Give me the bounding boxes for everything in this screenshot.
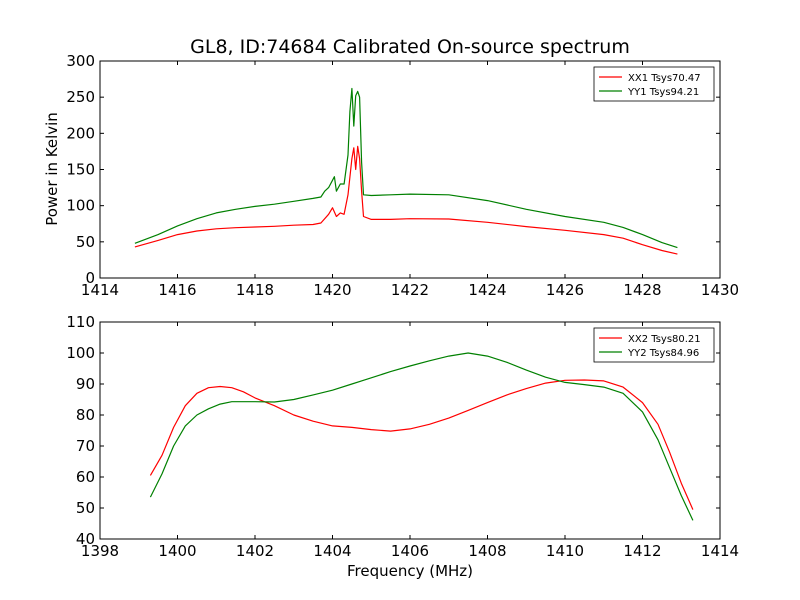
y-tick-label: 110: [66, 313, 95, 331]
x-tick-label: 1418: [236, 281, 274, 299]
x-tick-label: 1420: [313, 281, 351, 299]
series-line-1-2: [134, 87, 678, 249]
y-axis-label: Power in Kelvin: [43, 112, 61, 226]
x-tick-label: 1398: [81, 542, 119, 560]
x-tick-label: 1428: [623, 281, 661, 299]
figure-title: GL8, ID:74684 Calibrated On-source spect…: [190, 36, 630, 58]
legend-box-2: [593, 327, 715, 363]
x-tick-label: 1430: [701, 281, 739, 299]
series-line-1-1: [134, 145, 678, 255]
top-spectrum-plot: 1414 1416 1418 1420 1422 1424 1426 1428 1430 0 50 1…: [66, 52, 739, 299]
y-tick-label: 300: [66, 52, 95, 70]
x-tick-label: 1426: [546, 281, 584, 299]
y-tick-label: 150: [66, 161, 95, 179]
y-tick-label: 100: [66, 344, 95, 362]
legend-label-2-1: XX2 Tsys80.21: [628, 334, 701, 345]
x-tick-label: 1414: [701, 542, 739, 560]
bottom-spectrum-plot: 1398 1400 1402 1404 1406 1408 1410 1412 1414 40 50…: [66, 313, 739, 560]
y-tick-label: 80: [76, 406, 95, 424]
x-tick-label: 1402: [236, 542, 274, 560]
x-tick-label: 1408: [468, 542, 506, 560]
x-tick-label: 1416: [158, 281, 196, 299]
x-tick-label: 1400: [158, 542, 196, 560]
legend-label-2-2: YY2 Tsys84.96: [627, 348, 699, 359]
y-tick-label: 60: [76, 468, 95, 486]
y-tick-label: 250: [66, 88, 95, 106]
x-tick-label: 1424: [468, 281, 506, 299]
x-tick-label: 1406: [391, 542, 429, 560]
y-tick-label: 70: [76, 437, 95, 455]
y-tick-label: 200: [66, 124, 95, 142]
y-tick-label: 50: [76, 233, 95, 251]
y-tick-label: 90: [76, 375, 95, 393]
legend-label-1-2: YY1 Tsys94.21: [627, 87, 699, 98]
x-tick-label: 1414: [81, 281, 119, 299]
x-tick-label: 1412: [623, 542, 661, 560]
legend-box-1: [593, 66, 715, 102]
x-tick-label: 1410: [546, 542, 584, 560]
y-tick-label: 100: [66, 197, 95, 215]
series-line-2-1: [149, 379, 694, 510]
series-line-2-2: [149, 352, 694, 521]
x-tick-label: 1404: [313, 542, 351, 560]
legend-label-1-1: XX1 Tsys70.47: [628, 73, 701, 84]
y-tick-label: 50: [76, 499, 95, 517]
y-tick-label: 40: [76, 530, 95, 548]
y-tick-label: 0: [85, 269, 95, 287]
x-axis-label: Frequency (MHz): [347, 562, 473, 580]
x-tick-label: 1422: [391, 281, 429, 299]
